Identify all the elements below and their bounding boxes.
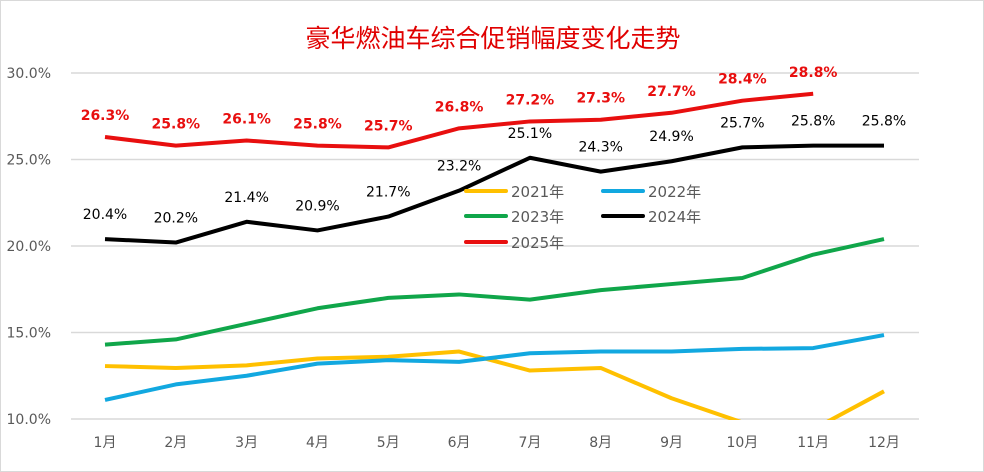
data-label: 28.8% <box>789 65 838 81</box>
data-label: 24.3% <box>578 140 622 156</box>
data-label: 27.2% <box>506 92 555 108</box>
x-tick-label: 2月 <box>164 435 187 451</box>
legend-label: 2023年 <box>511 208 564 226</box>
x-tick-label: 10月 <box>726 435 758 451</box>
data-label: 25.7% <box>720 115 764 131</box>
data-label: 21.7% <box>366 185 410 201</box>
data-label: 26.8% <box>435 99 484 115</box>
y-tick-label: 10.0% <box>7 412 51 428</box>
series-line-2021年 <box>104 349 885 420</box>
x-tick-label: 5月 <box>377 435 400 451</box>
series-line-2025年 <box>104 91 814 150</box>
data-label: 20.9% <box>295 198 339 214</box>
series-line-2024年 <box>104 143 884 245</box>
data-label: 25.1% <box>508 126 552 142</box>
data-label: 27.7% <box>647 84 696 100</box>
data-label: 20.2% <box>154 211 198 227</box>
data-label: 25.8% <box>293 117 342 133</box>
data-label: 26.3% <box>81 108 130 124</box>
y-tick-label: 15.0% <box>7 326 51 342</box>
data-label: 21.4% <box>224 190 268 206</box>
data-label: 28.4% <box>718 72 767 88</box>
data-label: 25.7% <box>364 118 413 134</box>
x-tick-label: 1月 <box>94 435 117 451</box>
data-label: 26.1% <box>222 111 271 127</box>
x-tick-label: 9月 <box>660 435 683 451</box>
x-tick-label: 7月 <box>518 435 541 451</box>
series-line-2023年 <box>104 237 885 347</box>
legend-label: 2021年 <box>511 183 564 201</box>
x-tick-label: 8月 <box>589 435 612 451</box>
legend-label: 2025年 <box>511 234 564 252</box>
x-tick-label: 11月 <box>797 435 829 451</box>
x-tick-label: 3月 <box>235 435 258 451</box>
legend-label: 2022年 <box>648 183 701 201</box>
x-tick-label: 12月 <box>868 435 900 451</box>
legend-label: 2024年 <box>648 208 701 226</box>
data-label: 23.2% <box>437 159 481 175</box>
data-label: 25.8% <box>862 114 906 130</box>
series-line-2022年 <box>104 333 885 402</box>
data-label: 27.3% <box>576 91 625 107</box>
x-tick-label: 4月 <box>306 435 329 451</box>
y-tick-label: 30.0% <box>7 66 51 82</box>
data-label: 25.8% <box>791 114 835 130</box>
data-label: 20.4% <box>83 207 127 223</box>
data-label: 24.9% <box>649 129 693 145</box>
y-tick-label: 20.0% <box>7 239 51 255</box>
data-label: 25.8% <box>152 117 201 133</box>
chart-title: 豪华燃油车综合促销幅度变化走势 <box>305 24 681 53</box>
x-tick-label: 6月 <box>448 435 471 451</box>
y-tick-label: 25.0% <box>7 153 51 169</box>
